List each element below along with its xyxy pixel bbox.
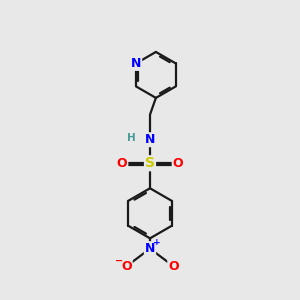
Text: −: − <box>115 256 123 266</box>
Text: O: O <box>117 157 127 170</box>
Text: O: O <box>121 260 132 273</box>
Text: N: N <box>145 242 155 255</box>
Text: O: O <box>173 157 183 170</box>
Text: +: + <box>153 238 160 247</box>
Text: S: S <box>145 156 155 170</box>
Text: N: N <box>145 133 155 146</box>
Text: O: O <box>168 260 179 273</box>
Text: N: N <box>131 57 141 70</box>
Text: H: H <box>128 133 136 143</box>
